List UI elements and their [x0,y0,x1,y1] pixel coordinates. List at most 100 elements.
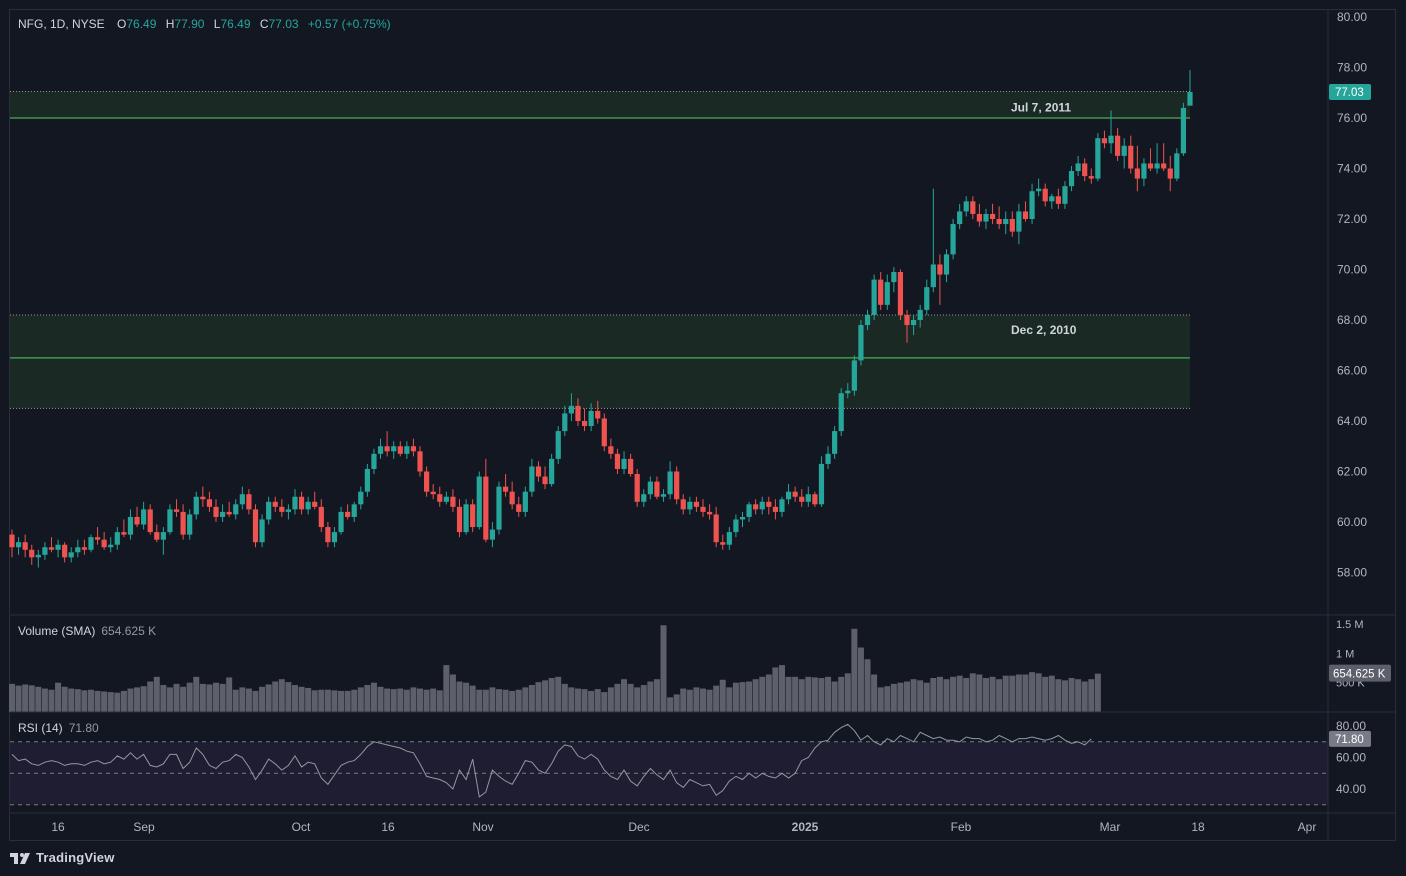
volume-bar [798,679,805,712]
volume-bar [107,692,114,712]
volume-bar [522,687,529,712]
candle-body [430,491,436,495]
candle-body [1174,153,1180,179]
volume-bar [1048,675,1055,712]
candle-body [417,451,423,472]
candle-body [575,405,581,421]
volume-bar [864,659,871,712]
volume-bar [265,684,272,712]
candle-body [838,393,844,432]
candle-body [94,537,101,540]
zone-label: Jul 7, 2011 [1011,100,1071,114]
rsi-layer [10,723,1328,806]
volume-bar [831,681,838,712]
price-axis-tick: 72.00 [1337,212,1367,226]
volume-bar [127,688,134,712]
candle-body [62,544,68,558]
x-axis-tick: Oct [292,820,311,834]
candle-body [9,534,15,548]
candle-body [792,491,798,497]
candle-body [851,360,857,391]
volume-bar [726,687,733,712]
candle-body [825,453,831,464]
candle-body [22,542,28,550]
candle-body [397,446,403,454]
volume-last-label: 654.625 K [1333,669,1386,681]
candle-body [298,496,305,510]
candle-body [160,532,166,540]
price-axis-tick: 66.00 [1337,364,1367,378]
volume-bar [351,689,358,712]
candle-body [641,494,647,502]
volume-bar [482,689,489,712]
candle-body [226,511,232,515]
volume-bar [324,689,331,712]
candle-body [48,547,55,550]
price-axis-tick: 80.00 [1337,10,1367,24]
candle-body [542,476,548,485]
volume-bar [61,686,68,712]
candle-body [1108,135,1114,144]
volume-bar [134,687,141,712]
volume-bar [311,690,318,712]
candle-body [549,458,555,485]
volume-bar [765,674,772,712]
candle-body [1082,163,1088,177]
volume-bar [41,688,48,712]
candle-body [1029,191,1035,219]
volume-bar [785,676,792,712]
symbol-label[interactable]: NFG, 1D, NYSE [18,17,105,31]
volume-last-badge [1329,664,1391,682]
volume-bar [653,679,660,712]
candle-body [674,471,680,500]
tradingview-logo[interactable]: TradingView [10,850,115,865]
candle-body [871,279,877,315]
candle-body [450,496,456,507]
rsi-pane-title[interactable]: RSI (14) 71.80 [18,721,99,735]
last-price-label: 77.03 [1335,87,1364,99]
volume-bar [449,674,456,712]
candle-body [1134,168,1140,179]
candle-body [29,549,35,558]
candle-body [654,481,660,497]
candle-body [647,481,653,495]
volume-bar [384,688,391,712]
candle-body [529,466,535,492]
candle-body [463,504,469,533]
zone-box [10,91,1190,118]
high-value: 77.90 [174,17,205,31]
volume-bar [647,681,654,712]
volume-bar [1094,673,1101,712]
volume-bar [752,679,759,712]
candle-body [1128,145,1134,169]
candle-body [601,418,607,447]
candle-body [101,539,107,548]
volume-bar [969,673,976,712]
rsi-title: RSI (14) [18,721,63,735]
candle-body [910,320,917,326]
candle-body [213,506,219,517]
candle-body [206,499,213,507]
volume-bar [476,689,483,712]
candle-body [121,532,127,535]
x-axis-tick: Dec [628,820,649,834]
volume-bar [213,682,220,712]
candle-body [759,501,765,510]
volume-bar [55,682,62,712]
candle-body [371,453,377,469]
volume-bar [706,689,713,712]
volume-bar [272,681,279,712]
candle-body [614,453,621,469]
volume-bar [923,682,930,712]
candle-body [173,509,180,512]
candle-body [891,272,897,283]
volume-pane-title[interactable]: Volume (SMA) 654.625 K [18,624,156,638]
candle-layer [9,70,1193,568]
volume-bar [338,690,345,712]
candle-body [239,494,245,505]
volume-bar [81,690,88,712]
candle-body [424,471,430,492]
volume-bar [278,679,285,712]
candle-body [1121,145,1127,156]
